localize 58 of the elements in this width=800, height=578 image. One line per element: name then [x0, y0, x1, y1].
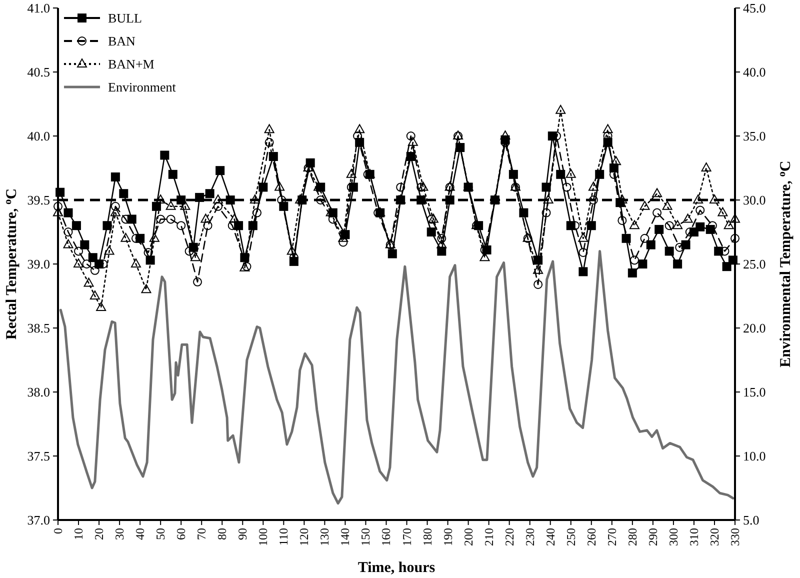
x-axis-title: Time, hours — [358, 560, 436, 576]
y-tick-label: 39.0 — [27, 256, 50, 272]
x-tick-label: 220 — [502, 528, 516, 546]
y-tick-label: 37.0 — [27, 512, 50, 528]
x-tick-label: 190 — [440, 528, 455, 546]
x-tick-label: 270 — [604, 528, 619, 546]
legend-label: BAN — [108, 34, 136, 49]
x-tick-label: 160 — [379, 528, 394, 546]
x-tick-label: 70 — [194, 528, 209, 540]
x-tick-label: 120 — [297, 528, 312, 546]
y-tick-label: 40.0 — [27, 128, 50, 144]
x-tick-label: 170 — [400, 528, 414, 546]
x-tick-label: 140 — [338, 528, 352, 546]
legend-label: BULL — [108, 10, 142, 26]
y2-tick-label: 35.0 — [743, 128, 766, 144]
x-tick-label: 100 — [256, 528, 270, 546]
x-tick-label: 0 — [51, 528, 65, 534]
x-tick-label: 50 — [154, 528, 168, 540]
x-tick-label: 260 — [584, 528, 598, 546]
x-tick-label: 310 — [686, 528, 701, 546]
y-tick-label: 38.5 — [27, 320, 50, 336]
x-tick-label: 250 — [564, 528, 578, 546]
x-tick-label: 30 — [112, 528, 127, 540]
x-tick-label: 330 — [728, 528, 742, 546]
x-tick-label: 320 — [707, 528, 722, 546]
x-tick-label: 240 — [543, 528, 558, 546]
y2-tick-label: 5.0 — [743, 512, 760, 528]
x-tick-label: 180 — [420, 528, 434, 546]
y-tick-label: 41.0 — [27, 0, 50, 16]
y-tick-label: 39.5 — [27, 192, 50, 208]
x-tick-label: 200 — [461, 528, 476, 546]
x-tick-label: 130 — [318, 528, 332, 546]
x-tick-label: 20 — [92, 528, 106, 540]
x-tick-label: 230 — [522, 528, 537, 546]
legend-label: BAN+M — [108, 56, 155, 72]
y2-tick-label: 15.0 — [743, 384, 766, 400]
line-series — [59, 250, 734, 505]
y-tick-label: 37.5 — [27, 448, 50, 464]
x-tick-label: 80 — [215, 528, 230, 540]
y2-tick-label: 30.0 — [743, 192, 766, 208]
x-tick-label: 110 — [276, 528, 291, 546]
x-tick-label: 10 — [72, 528, 86, 540]
y2-tick-label: 10.0 — [743, 448, 766, 464]
x-tick-label: 290 — [646, 528, 660, 546]
x-tick-label: 60 — [174, 528, 188, 540]
x-tick-label: 280 — [625, 528, 640, 546]
x-tick-label: 90 — [236, 528, 250, 540]
y2-tick-label: 45.0 — [743, 0, 766, 16]
y2-tick-label: 20.0 — [743, 320, 766, 336]
legend-label: Environment — [108, 80, 176, 95]
x-tick-label: 300 — [666, 528, 680, 546]
y2-tick-label: 40.0 — [743, 64, 766, 80]
y-tick-label: 38.0 — [27, 384, 50, 400]
y2-tick-label: 25.0 — [743, 256, 766, 272]
x-tick-label: 40 — [133, 528, 148, 540]
x-tick-label: 150 — [358, 528, 373, 546]
y-tick-label: 40.5 — [27, 64, 50, 80]
x-tick-label: 210 — [482, 528, 496, 546]
